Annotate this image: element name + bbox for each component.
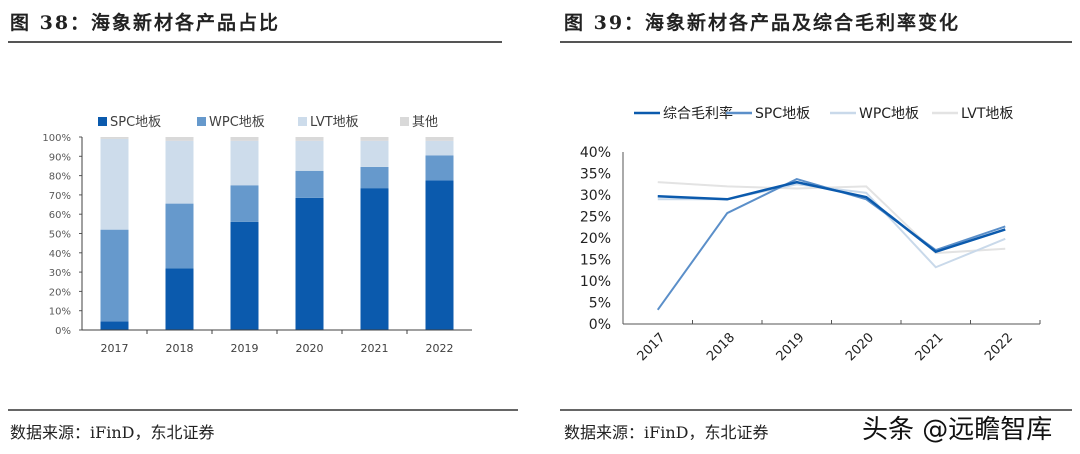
bar-x-tick-label: 2020 (296, 342, 324, 355)
bar-x-tick-label: 2017 (101, 342, 129, 355)
line-series-WPC地板 (657, 183, 1006, 269)
line-y-tick-label: 15% (580, 253, 611, 269)
bar-segment-LVT地板-2018 (165, 140, 194, 204)
bar-y-tick-label: 90% (49, 152, 71, 163)
bar-segment-SPC地板-2021 (360, 188, 389, 330)
watermark: 头条 @远瞻智库 (862, 415, 1053, 445)
bar-segment-其他-2018 (165, 137, 194, 141)
right-bottom-rule (560, 409, 1072, 411)
line-x-tick-label: 2018 (704, 330, 738, 364)
line-legend-label: LVT地板 (961, 106, 1013, 122)
line-legend-label: SPC地板 (755, 106, 810, 122)
bar-y-tick-label: 80% (49, 172, 71, 183)
bar-segment-SPC地板-2019 (230, 221, 259, 330)
bar-legend-label: LVT地板 (310, 115, 359, 130)
bar-segment-其他-2019 (230, 137, 259, 141)
bar-segment-LVT地板-2021 (360, 140, 389, 167)
left-bottom-rule (8, 409, 518, 411)
bar-y-tick-label: 70% (49, 191, 71, 202)
bar-y-tick-label: 100% (42, 133, 71, 144)
bar-segment-SPC地板-2020 (295, 197, 324, 330)
bar-segment-WPC地板-2019 (230, 185, 259, 222)
line-series-综合毛利率 (657, 180, 1006, 254)
bar-y-tick-label: 20% (49, 287, 71, 298)
line-y-tick-label: 10% (580, 274, 611, 290)
bar-y-tick-label: 30% (49, 268, 71, 279)
bar-segment-WPC地板-2022 (425, 155, 454, 181)
right-figure-title: 图 39：海象新材各产品及综合毛利率变化 (564, 12, 961, 34)
bar-segment-WPC地板-2018 (165, 203, 194, 269)
bar-segment-LVT地板-2020 (295, 140, 324, 171)
bar-segment-SPC地板-2017 (100, 321, 129, 330)
bar-y-tick-label: 50% (49, 230, 71, 241)
bar-segment-其他-2022 (425, 137, 454, 141)
bar-legend-swatch (400, 117, 409, 126)
bar-y-tick-label: 60% (49, 210, 71, 221)
line-y-tick-label: 40% (580, 145, 611, 161)
bar-segment-LVT地板-2019 (230, 140, 259, 186)
line-x-tick-label: 2019 (774, 330, 808, 364)
line-y-tick-label: 25% (580, 210, 611, 226)
bar-legend-swatch (298, 117, 307, 126)
left-figure-title: 图 38：海象新材各产品占比 (10, 12, 281, 34)
bar-segment-WPC地板-2020 (295, 170, 324, 198)
bar-legend-swatch (197, 117, 206, 126)
bar-legend-swatch (98, 117, 107, 126)
right-title-rule (560, 41, 1072, 43)
bar-segment-SPC地板-2022 (425, 180, 454, 330)
bar-segment-WPC地板-2021 (360, 166, 389, 189)
bar-segment-LVT地板-2017 (100, 138, 129, 230)
bar-legend-label: SPC地板 (110, 115, 161, 130)
line-legend-label: WPC地板 (859, 106, 919, 122)
bar-y-tick-label: 0% (55, 326, 71, 337)
bar-x-tick-label: 2018 (166, 342, 194, 355)
line-x-tick-label: 2017 (635, 330, 669, 364)
right-source: 数据来源：iFinD，东北证券 (564, 423, 769, 442)
bar-legend-label: WPC地板 (209, 115, 265, 130)
bar-segment-SPC地板-2018 (165, 268, 194, 330)
line-x-tick-label: 2022 (982, 330, 1016, 364)
line-y-tick-label: 5% (589, 296, 611, 312)
line-series-LVT地板 (657, 181, 1006, 255)
bar-segment-LVT地板-2022 (425, 140, 454, 156)
bar-y-tick-label: 40% (49, 249, 71, 260)
bar-segment-其他-2017 (100, 137, 129, 139)
bar-legend-label: 其他 (412, 115, 438, 130)
bar-segment-其他-2020 (295, 137, 324, 141)
bar-y-tick-label: 10% (49, 307, 71, 318)
left-title-rule (8, 41, 502, 43)
bar-x-tick-label: 2022 (426, 342, 454, 355)
bar-x-tick-label: 2021 (361, 342, 389, 355)
line-y-tick-label: 20% (580, 231, 611, 247)
line-y-tick-label: 0% (589, 317, 611, 333)
line-y-tick-label: 30% (580, 188, 611, 204)
bar-segment-WPC地板-2017 (100, 229, 129, 322)
bar-segment-其他-2021 (360, 137, 389, 141)
line-x-tick-label: 2021 (913, 330, 947, 364)
line-y-tick-label: 35% (580, 167, 611, 183)
line-legend-label: 综合毛利率 (663, 105, 733, 122)
line-x-tick-label: 2020 (843, 330, 877, 364)
bar-x-tick-label: 2019 (231, 342, 259, 355)
left-source: 数据来源：iFinD，东北证券 (10, 423, 215, 442)
